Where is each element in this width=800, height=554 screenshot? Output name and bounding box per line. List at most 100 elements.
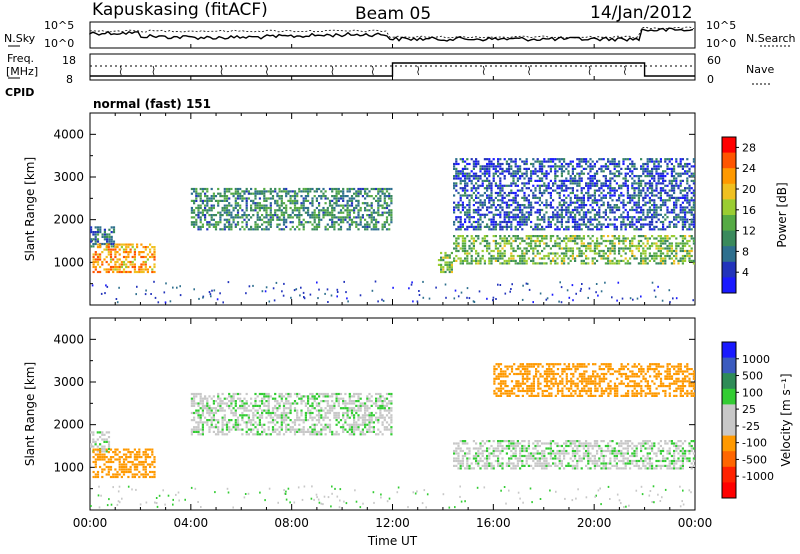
power-cell [466,204,469,207]
power-cell [585,158,588,161]
velocity-cell [228,426,231,429]
power-cell [125,251,128,254]
power-cell [598,179,601,182]
power-cell [600,216,603,219]
velocity-cell [230,409,233,412]
power-cell [501,208,504,212]
velocity-cell [210,397,213,400]
power-cell [342,187,345,191]
power-cell [538,167,541,170]
power-cell [554,223,557,226]
power-cell [631,223,634,226]
power-cell [333,214,336,217]
power-cell [521,204,524,207]
power-cell [302,187,305,191]
power-cell [199,206,202,210]
power-cell [673,201,676,204]
power-cell [668,189,671,192]
power-cell [344,218,347,221]
power-cell [503,211,506,214]
power-cell [571,237,574,240]
power-ground-scatter [136,285,138,288]
power-cell [512,175,515,178]
power-cell [261,192,264,195]
power-cell [514,216,517,219]
velocity-cell [144,475,147,479]
power-cell [519,218,522,221]
power-cell [545,184,548,187]
velocity-cell [320,423,323,426]
velocity-cell [315,397,318,400]
power-cell [289,228,292,231]
power-cell [644,244,647,248]
power-cell [453,184,456,187]
power-cell [357,223,360,226]
power-cell [335,221,338,224]
velocity-cell [230,402,233,405]
power-cell [116,251,119,254]
power-cell [236,211,240,214]
power-cell [538,262,541,265]
power-cell [640,235,643,238]
power-cell [499,158,502,161]
power-cell [138,268,141,271]
power-cell [578,165,581,168]
power-cell [567,257,570,260]
power-cell [210,195,213,198]
power-cell [569,237,572,240]
power-cell [512,259,515,262]
power-cell [613,235,616,238]
velocity-cell [315,433,318,436]
nave-dropout-mark [220,65,223,76]
power-cell [607,223,610,226]
velocity-cell [236,407,240,410]
velocity-cell [256,404,259,407]
power-cell [648,199,651,202]
velocity-cell [99,453,102,456]
velocity-cell [276,402,279,405]
power-cell [280,228,283,231]
power-cell [538,204,541,207]
power-cell [324,202,327,205]
power-cell [499,199,502,202]
power-cell [624,208,627,212]
velocity-cell [309,430,312,433]
power-cell [670,262,673,265]
power-cell [655,244,658,248]
power-ground-scatter [473,301,476,303]
power-cell [510,223,513,226]
power-cell [622,199,625,202]
power-cell [657,182,660,185]
power-cell [554,242,557,245]
power-cell [554,239,557,243]
power-cell [370,216,373,219]
velocity-cell [256,423,259,426]
power-cell [646,257,649,260]
power-cell [457,244,460,248]
velocity-cell [247,419,250,422]
power-cell [607,201,610,204]
power-cell [383,199,386,202]
velocity-cell [131,460,134,464]
power-cell [217,221,220,224]
power-cell [543,218,546,221]
velocity-cell [142,465,145,469]
power-cell [578,223,581,226]
velocity-cell [315,414,318,417]
power-cell [596,228,599,231]
power-cell [655,194,658,197]
power-cell [486,167,489,170]
power-cell [662,257,665,260]
power-cell [642,218,645,221]
power-ground-scatter [281,290,283,293]
power-cell [640,218,643,221]
power-cell [640,179,643,182]
power-cell [644,184,647,187]
power-cell [538,211,541,214]
power-cell [543,216,546,219]
power-cell [615,259,618,262]
velocity-cell [285,411,288,415]
power-cell [140,268,143,271]
power-cell [574,213,577,216]
power-cell [642,170,645,173]
